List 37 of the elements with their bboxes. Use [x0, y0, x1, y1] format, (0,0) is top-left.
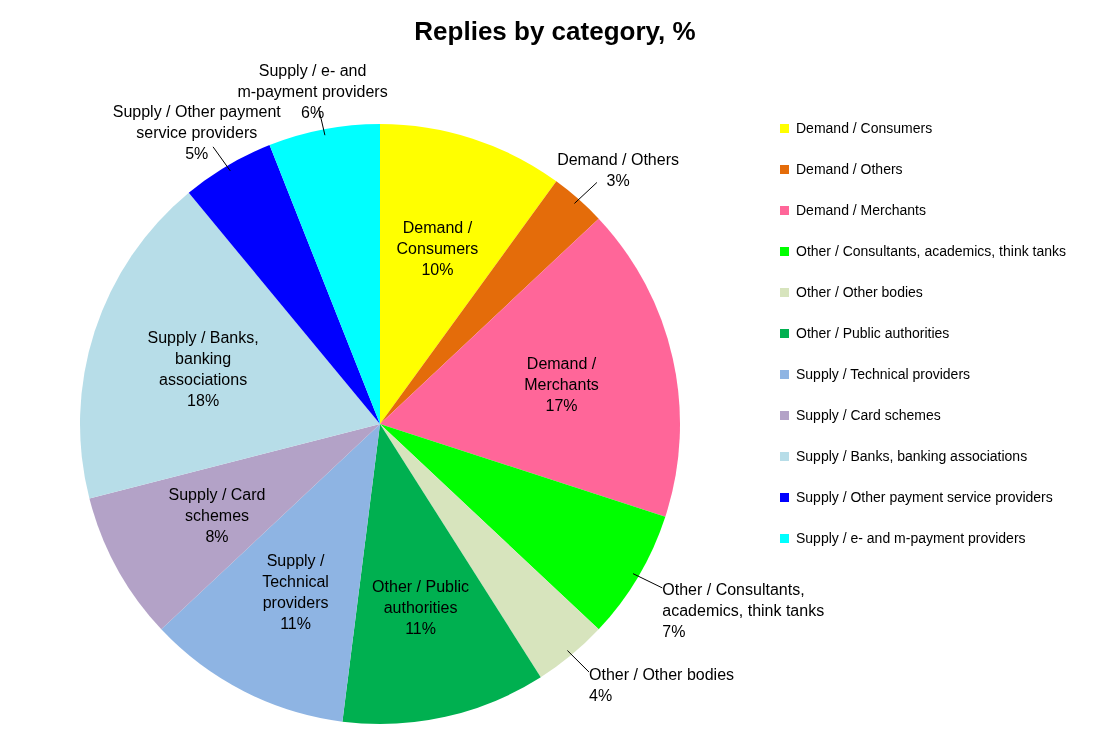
- pie-slice: [342, 424, 541, 724]
- slice-label: Supply / Card schemes: [168, 485, 266, 524]
- data-label: 4%: [589, 687, 613, 705]
- chart-title: Replies by category, %: [414, 16, 696, 46]
- legend-label: Other / Public authorities: [796, 325, 950, 341]
- slice-label: Demand / Consumers: [396, 219, 479, 258]
- slice-label: Supply / Banks, banking associations: [147, 328, 259, 388]
- data-label: 10%: [421, 261, 454, 279]
- data-label: 7%: [662, 623, 686, 641]
- legend-label: Supply / Banks, banking associations: [796, 448, 1028, 464]
- data-label: 5%: [185, 145, 209, 163]
- data-label: 3%: [606, 171, 630, 189]
- legend-label: Supply / Card schemes: [796, 407, 941, 423]
- slice-label: Demand / Others: [557, 150, 679, 168]
- legend-label: Supply / Technical providers: [796, 366, 971, 382]
- slice-label: Demand / Merchants: [524, 355, 599, 394]
- pie-slice: [380, 181, 599, 424]
- slice-label: Other / Other bodies: [589, 666, 735, 684]
- data-label: 11%: [280, 614, 311, 632]
- legend-label: Demand / Others: [796, 161, 903, 177]
- slice-label: Supply / Other payment service providers: [112, 103, 282, 142]
- data-label: 11%: [405, 619, 436, 637]
- data-label: 18%: [187, 391, 220, 409]
- slice-label: Supply / e- and m-payment providers: [237, 62, 388, 101]
- legend-label: Other / Other bodies: [796, 284, 923, 300]
- slice-label: Other / Consultants, academics, think tanks: [662, 581, 825, 620]
- legend-label: Supply / Other payment service providers: [796, 489, 1053, 505]
- legend-label: Demand / Merchants: [796, 202, 926, 218]
- pie-slice: [380, 218, 680, 517]
- pie-slice: [269, 124, 380, 424]
- legend-label: Supply / e- and m-payment providers: [796, 530, 1026, 546]
- data-label: 17%: [545, 397, 578, 415]
- data-label: 8%: [205, 527, 229, 545]
- legend-label: Demand / Consumers: [796, 120, 933, 136]
- legend-label: Other / Consultants, academics, think tanks: [796, 243, 1067, 259]
- slice-label: Other / Public authorities: [372, 577, 470, 616]
- slice-label: Supply / Technical providers: [262, 551, 329, 611]
